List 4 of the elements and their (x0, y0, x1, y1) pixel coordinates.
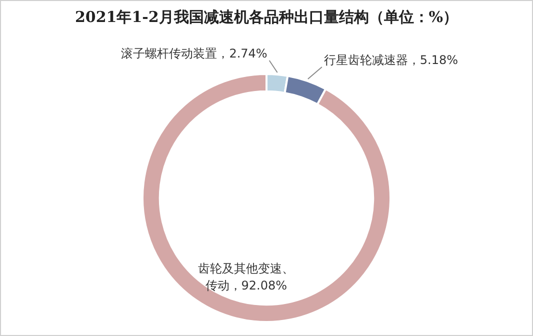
slice-label: 齿轮及其他变速、传动，92.08% (198, 262, 294, 293)
slice-label: 行星齿轮减速器，5.18% (324, 53, 458, 68)
slice-label: 滚子螺杆传动装置，2.74% (121, 46, 268, 61)
chart-title: 2021年1-2月我国减速机各品种出口量结构（单位：%） (74, 8, 458, 26)
